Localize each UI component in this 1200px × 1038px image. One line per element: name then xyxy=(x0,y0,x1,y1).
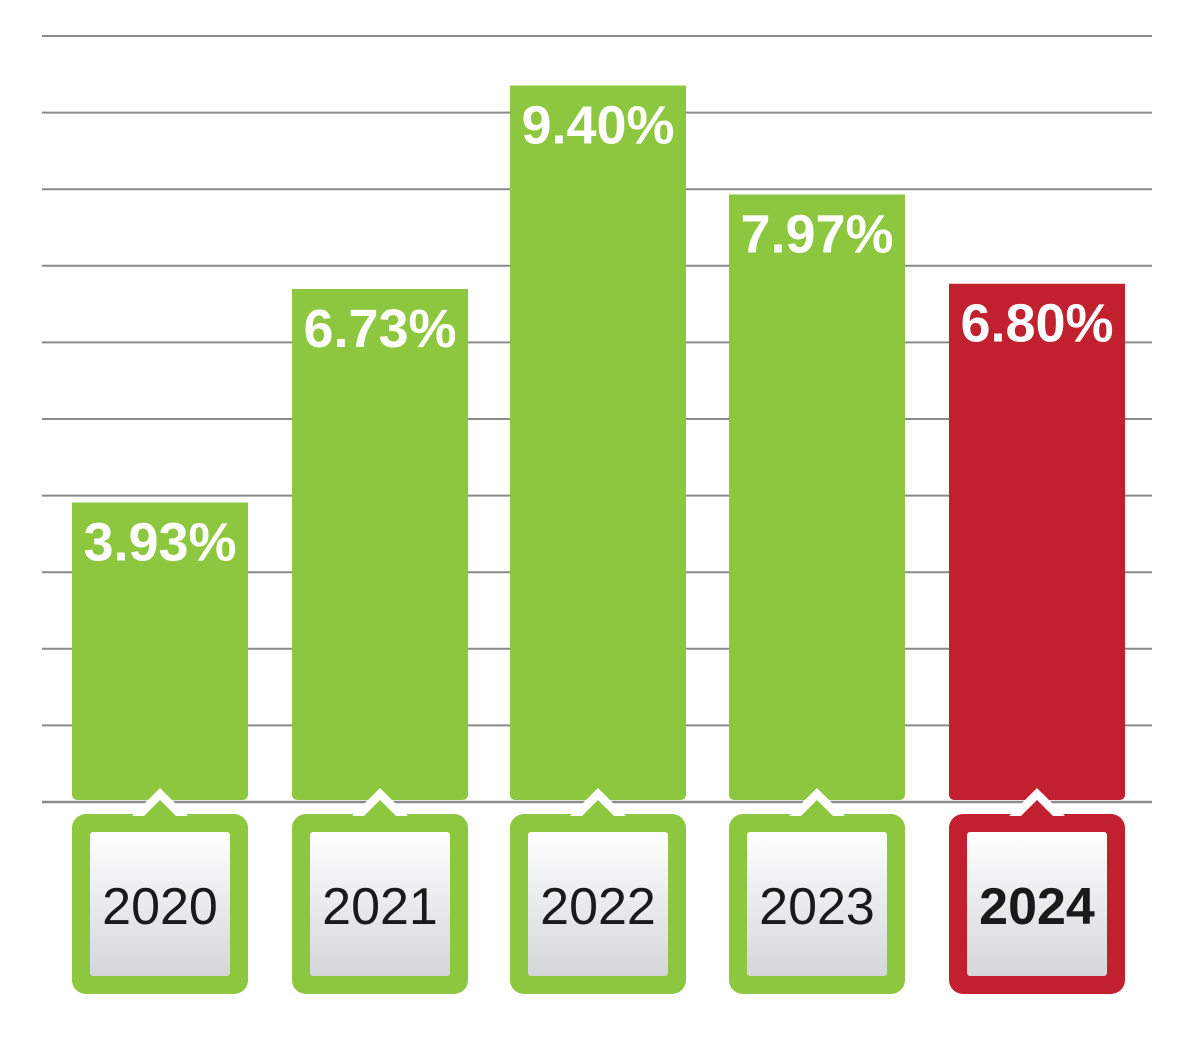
pointer-2024 xyxy=(1019,800,1055,818)
label-inner-2022 xyxy=(528,832,668,976)
value-label-2020: 3.93% xyxy=(83,512,236,572)
pointer-2021 xyxy=(362,800,398,818)
label-inner-2024 xyxy=(967,832,1107,976)
category-label-2020: 2020 xyxy=(102,878,218,936)
label-inner-2023 xyxy=(747,832,887,976)
value-label-2022: 9.40% xyxy=(521,96,674,156)
label-inner-2020 xyxy=(90,832,230,976)
category-label-2021: 2021 xyxy=(322,878,438,936)
category-label-2023: 2023 xyxy=(759,878,875,936)
value-label-2021: 6.73% xyxy=(303,299,456,359)
bar-2021 xyxy=(292,289,468,800)
bar-2024 xyxy=(949,283,1125,801)
value-label-2024: 6.80% xyxy=(960,294,1113,354)
pointer-2023 xyxy=(799,800,835,818)
category-label-2022: 2022 xyxy=(540,878,656,936)
category-label-2024: 2024 xyxy=(979,878,1095,936)
label-inner-2021 xyxy=(310,832,450,976)
bars: 3.93% 6.73% 9.40% 7.97% 6.80% xyxy=(72,85,1125,801)
bar-2023 xyxy=(729,194,905,800)
pointer-2022 xyxy=(580,800,616,818)
category-labels: 2020 2021 2022 2023 2024 xyxy=(72,788,1125,994)
value-label-2023: 7.97% xyxy=(740,205,893,265)
bar-2022 xyxy=(510,85,686,800)
bar-2020 xyxy=(72,502,248,800)
pointer-2020 xyxy=(142,800,178,818)
